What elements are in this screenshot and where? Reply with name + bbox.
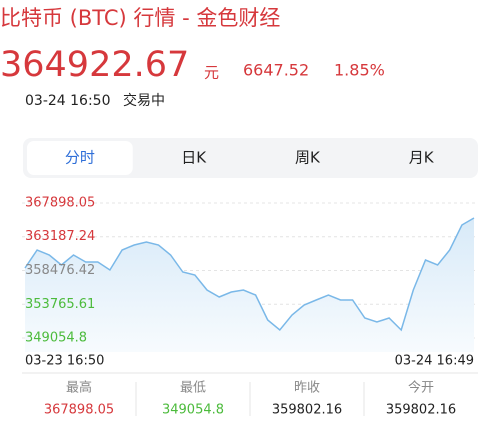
tab[interactable]: 周K [295,149,321,167]
y-tick-label: 363187.24 [25,229,95,244]
stat-label: 昨收 [294,381,320,396]
x-label-end: 03-24 16:49 [395,354,474,369]
stat-value: 359802.16 [272,403,342,418]
stat-value: 349054.8 [162,403,224,418]
stat-value: 367898.05 [44,403,114,418]
tab[interactable]: 日K [181,149,207,167]
price-line [24,217,475,332]
stat-label: 今开 [408,380,434,396]
change: 6647.52 [243,61,309,80]
y-tick-label: 358476.42 [25,263,95,278]
y-tick-label: 349054.8 [25,331,87,346]
title: 比特币 (BTC) 行情 - 金色财经 [0,6,280,30]
area [25,218,474,352]
price: 364922.67 [0,45,189,85]
tab[interactable]: 分时 [65,149,95,167]
time: 03-24 16:50 [25,93,110,109]
tab[interactable]: 月K [409,149,435,167]
status: 交易中 [123,92,165,109]
tab-bar [23,138,478,178]
change-pct: 1.85% [334,61,385,80]
stat-label: 最低 [180,381,206,396]
x-label-start: 03-23 16:50 [25,354,104,369]
y-tick-label: 353765.61 [25,297,95,312]
unit: 元 [204,64,219,82]
stat-label: 最高 [66,380,92,396]
tab-selected[interactable] [27,141,133,175]
stat-value: 359802.16 [386,403,456,418]
y-tick-label: 367898.05 [25,196,95,211]
